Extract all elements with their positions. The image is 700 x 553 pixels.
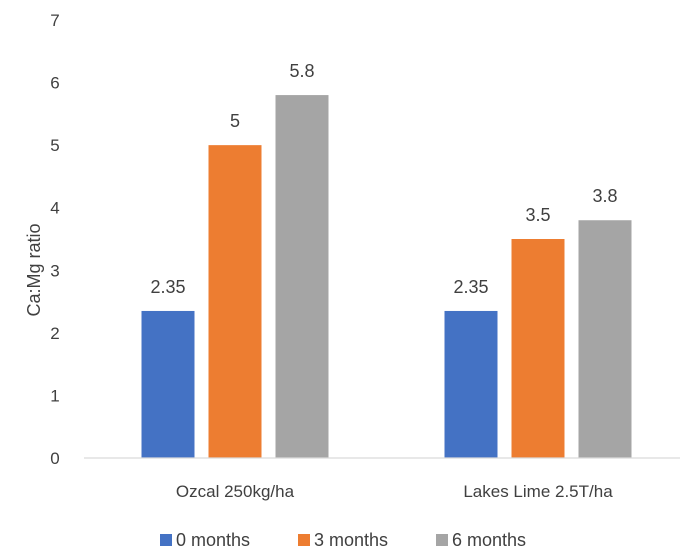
data-label: 3.5 (525, 205, 550, 225)
y-tick-label: 4 (50, 199, 59, 218)
bar (511, 239, 565, 458)
y-tick-label: 2 (50, 324, 59, 343)
category-label: Lakes Lime 2.5T/ha (463, 482, 613, 501)
y-tick-label: 7 (50, 11, 59, 30)
bar (208, 145, 262, 458)
bar (578, 220, 632, 458)
y-tick-label: 3 (50, 261, 59, 280)
y-tick-label: 0 (50, 449, 59, 468)
legend-swatch (436, 534, 448, 546)
legend-swatch (160, 534, 172, 546)
bars (141, 95, 632, 458)
bar (275, 95, 329, 458)
y-axis-ticks: 0 1 2 3 4 5 6 7 (50, 11, 59, 468)
y-tick-label: 6 (50, 74, 59, 93)
y-axis-label: Ca:Mg ratio (24, 223, 44, 316)
bar (141, 310, 195, 458)
legend-label: 3 months (314, 530, 388, 550)
category-label: Ozcal 250kg/ha (176, 482, 295, 501)
legend-label: 0 months (176, 530, 250, 550)
legend-swatch (298, 534, 310, 546)
data-labels: 2.35 5 5.8 2.35 3.5 3.8 (150, 61, 617, 297)
legend: 0 months 3 months 6 months (160, 530, 526, 550)
y-tick-label: 1 (50, 386, 59, 405)
data-label: 5 (230, 111, 240, 131)
data-label: 3.8 (592, 186, 617, 206)
y-tick-label: 5 (50, 136, 59, 155)
x-axis-category-labels: Ozcal 250kg/ha Lakes Lime 2.5T/ha (176, 482, 613, 501)
bar (444, 310, 498, 458)
data-label: 2.35 (453, 277, 488, 297)
legend-label: 6 months (452, 530, 526, 550)
data-label: 2.35 (150, 277, 185, 297)
data-label: 5.8 (289, 61, 314, 81)
